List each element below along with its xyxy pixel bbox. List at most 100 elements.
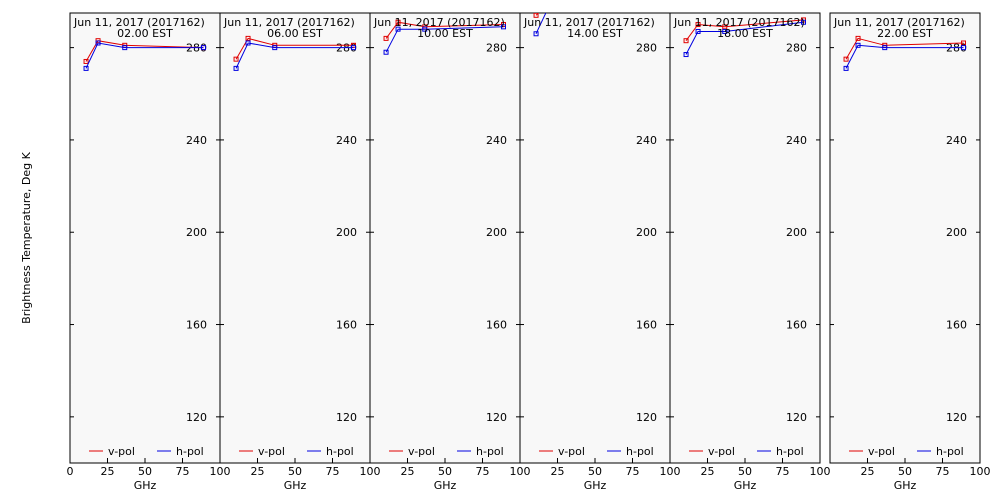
legend-label-v-pol: v-pol [708, 445, 735, 458]
panel-frame [369, 12, 521, 464]
data-point-h-pol [422, 26, 428, 32]
x-tick-label: 50 [288, 465, 302, 478]
panel-title: Jun 11, 2017 (2017162) [373, 16, 505, 29]
y-tick-label: 200 [636, 226, 657, 239]
legend-label-h-pol: h-pol [176, 445, 204, 458]
panel-subtitle: 10.00 EST [417, 27, 473, 40]
y-tick-label: 120 [336, 411, 357, 424]
y-tick-label: 120 [636, 411, 657, 424]
series-line-h-pol [535, 13, 547, 35]
y-tick-label: 160 [946, 319, 967, 332]
y-axis-label: Brightness Temperature, Deg K [20, 151, 33, 323]
data-point-h-pol [351, 45, 356, 51]
x-axis-label: GHz [894, 479, 917, 492]
x-axis-label: GHz [284, 479, 307, 492]
x-tick-label: 50 [438, 465, 452, 478]
y-tick-label: 120 [486, 411, 507, 424]
y-tick-label: 200 [186, 226, 207, 239]
legend-label-v-pol: v-pol [868, 445, 895, 458]
x-tick-label: 75 [326, 465, 340, 478]
series-line-v-pol [685, 19, 804, 41]
data-point-h-pol [383, 49, 389, 55]
panel-frame [69, 12, 221, 464]
y-tick-label: 160 [336, 319, 357, 332]
data-point-h-pol [395, 26, 401, 32]
data-point-h-pol [245, 40, 251, 46]
panel-title: Jun 11, 2017 (2017162) [73, 16, 205, 29]
x-tick-label: 75 [476, 465, 490, 478]
data-point-v-pol [855, 35, 861, 41]
data-point-v-pol [83, 58, 89, 64]
x-tick-label: 100 [810, 465, 831, 478]
data-point-h-pol [722, 28, 728, 34]
x-tick-label: 75 [176, 465, 190, 478]
legend-label-v-pol: v-pol [408, 445, 435, 458]
y-tick-label: 240 [336, 134, 357, 147]
series-line-h-pol [385, 26, 504, 53]
data-point-h-pol [882, 45, 888, 51]
x-tick-label: 75 [936, 465, 950, 478]
panel-subtitle: 14.00 EST [567, 27, 623, 40]
x-tick-label: 100 [970, 465, 991, 478]
panel-title: Jun 11, 2017 (2017162) [673, 16, 805, 29]
panel-subtitle: 02.00 EST [117, 27, 173, 40]
series-line-h-pol [845, 44, 964, 69]
data-point-h-pol [695, 28, 701, 34]
data-point-h-pol [533, 31, 539, 37]
data-point-h-pol [272, 45, 278, 51]
data-point-v-pol [843, 56, 849, 62]
series-line-h-pol [685, 21, 804, 55]
panel-subtitle: 22.00 EST [877, 27, 933, 40]
y-tick-label: 240 [946, 134, 967, 147]
x-tick-label: 25 [701, 465, 715, 478]
panel-title: Jun 11, 2017 (2017162) [223, 16, 355, 29]
data-point-h-pol [801, 19, 806, 25]
x-tick-label: 25 [101, 465, 115, 478]
data-point-h-pol [233, 65, 239, 71]
y-tick-label: 280 [786, 42, 807, 55]
data-point-h-pol [843, 65, 849, 71]
data-point-h-pol [683, 52, 689, 58]
y-tick-label: 160 [786, 319, 807, 332]
data-point-v-pol [245, 35, 251, 41]
x-tick-label: 25 [251, 465, 265, 478]
x-tick-label: 75 [626, 465, 640, 478]
y-tick-label: 200 [336, 226, 357, 239]
data-point-h-pol [201, 45, 206, 51]
x-tick-label: 50 [138, 465, 152, 478]
x-axis-label: GHz [434, 479, 457, 492]
y-tick-label: 200 [486, 226, 507, 239]
data-point-h-pol [83, 65, 89, 71]
legend-label-v-pol: v-pol [558, 445, 585, 458]
data-point-v-pol [683, 38, 689, 44]
data-point-h-pol [122, 45, 128, 51]
legend-label-h-pol: h-pol [626, 445, 654, 458]
y-tick-label: 160 [486, 319, 507, 332]
x-axis-label: GHz [134, 479, 157, 492]
data-point-v-pol [961, 40, 966, 46]
x-tick-label: 0 [67, 465, 74, 478]
data-point-h-pol [501, 24, 506, 30]
y-tick-label: 200 [786, 226, 807, 239]
panel-subtitle: 18.00 EST [717, 27, 773, 40]
legend-label-h-pol: h-pol [476, 445, 504, 458]
x-tick-label: 25 [551, 465, 565, 478]
x-tick-label: 50 [898, 465, 912, 478]
panel-title: Jun 11, 2017 (2017162) [833, 16, 965, 29]
panel-subtitle: 06.00 EST [267, 27, 323, 40]
y-tick-label: 160 [636, 319, 657, 332]
panel-title: Jun 11, 2017 (2017162) [523, 16, 655, 29]
y-tick-label: 280 [636, 42, 657, 55]
legend-label-v-pol: v-pol [258, 445, 285, 458]
y-tick-label: 120 [186, 411, 207, 424]
data-point-v-pol [695, 22, 701, 28]
panel-frame [219, 12, 371, 464]
panel-frame [519, 12, 671, 464]
y-tick-label: 240 [186, 134, 207, 147]
series-line-v-pol [85, 40, 204, 62]
series-line-v-pol [235, 37, 354, 60]
series-line-h-pol [85, 42, 204, 69]
data-point-v-pol [722, 24, 728, 30]
